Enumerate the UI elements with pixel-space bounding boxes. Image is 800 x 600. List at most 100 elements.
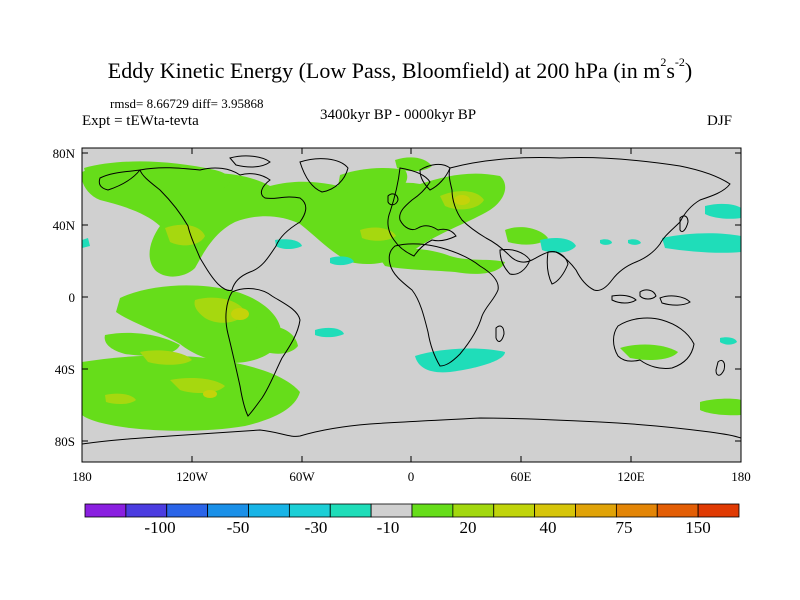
india-coast: [546, 251, 569, 285]
colorbar-box: [370, 503, 413, 518]
mid-atlantic-cyan: [330, 256, 354, 266]
negative-anomaly-regions: [82, 203, 741, 373]
y-tick-labels: 80N 40N 0 40S 80S: [53, 146, 76, 449]
experiment-label: Expt = tEWta-tevta: [82, 113, 199, 129]
colorbar-box: [207, 503, 249, 518]
colorbar-box: [248, 503, 290, 518]
new-guinea-coast: [659, 295, 691, 306]
south-core-1: [140, 350, 192, 365]
title-close-paren: ): [684, 58, 693, 83]
pacific-south-cyan: [720, 337, 737, 345]
anomaly-field: [82, 157, 741, 431]
colorbar-label: -10: [376, 518, 400, 537]
subtropical-south-pacific: [104, 332, 180, 356]
title-superscript-1: 2: [660, 54, 667, 69]
title-text: Eddy Kinetic Energy (Low Pass, Bloomfiel…: [107, 58, 661, 83]
alaska-coast: [98, 169, 142, 191]
colorbar-box: [575, 503, 617, 518]
period-label: 3400kyr BP - 0000kyr BP: [320, 107, 477, 123]
madagascar-coast: [495, 325, 505, 342]
arabia-coast: [499, 249, 531, 275]
y-tick-label: 0: [69, 290, 76, 305]
atlantic-cyan: [275, 239, 302, 249]
peak-regions: [203, 195, 470, 398]
antarctica-coast: [82, 417, 741, 445]
uk-coast: [387, 193, 399, 206]
colorbar-box: [125, 503, 168, 518]
south-atlantic-cyan: [315, 327, 344, 338]
colorbar-box: [84, 503, 127, 518]
australia-coast: [613, 317, 695, 369]
colorbar: [84, 503, 740, 518]
south-america-coast: [225, 288, 301, 417]
colorbar-label: 150: [685, 518, 711, 537]
canada-islands: [229, 155, 271, 168]
title-unit-s: s: [666, 58, 675, 83]
colorbar-label: -50: [226, 518, 250, 537]
y-tick-label: 80S: [55, 434, 75, 449]
mideast-patch: [505, 227, 548, 245]
colorbar-label: 20: [459, 518, 477, 537]
x-tick-label: 0: [408, 469, 415, 484]
south-indian-cyan: [415, 348, 505, 373]
europe-peak: [454, 195, 470, 205]
west-edge-cyan: [82, 238, 90, 248]
japan-coast: [679, 215, 689, 233]
colorbar-box: [615, 503, 658, 518]
pacific-core: [165, 224, 205, 246]
europe-coast: [387, 167, 457, 257]
colorbar-label: -100: [144, 518, 176, 537]
stats-text: rmsd= 8.66729 diff= 3.95868: [110, 96, 264, 111]
x-tick-label: 180: [731, 469, 751, 484]
south-peak: [203, 390, 217, 398]
coastlines: [82, 155, 741, 445]
scandinavia-coast: [419, 163, 451, 191]
positive-anomaly-regions: [82, 157, 741, 431]
north-africa-patch: [375, 248, 505, 274]
x-tick-label: 120E: [617, 469, 645, 484]
colorbar-box: [493, 503, 536, 518]
x-tick-label: 60E: [511, 469, 532, 484]
x-tick-label: 120W: [176, 469, 209, 484]
asia-small-cyan: [600, 239, 612, 245]
indonesia-coast-2: [639, 289, 657, 300]
plot-title: Eddy Kinetic Energy (Low Pass, Bloomfiel…: [0, 54, 800, 84]
colorbar-box: [411, 503, 454, 518]
north-atlantic-arc: [338, 167, 408, 197]
siberia-patch: [395, 157, 432, 172]
pacific-north-west: [705, 203, 741, 219]
asia-jet: [540, 238, 576, 253]
north-pacific-jet: [662, 233, 741, 253]
axis-ticks: [81, 148, 742, 462]
colorbar-label: -30: [304, 518, 328, 537]
indonesia-coast-1: [611, 294, 637, 304]
colorbar-label: 75: [615, 518, 633, 537]
colorbar-box: [288, 503, 331, 518]
australia-patch: [620, 344, 678, 360]
title-superscript-2: -2: [674, 54, 685, 69]
colorbar-box: [329, 503, 372, 518]
atlantic-core: [360, 227, 396, 241]
asia-coast: [448, 156, 731, 291]
africa-coast: [388, 243, 499, 367]
x-tick-labels: 180 120W 60W 0 60E 120E 180: [72, 469, 751, 484]
colorbar-box: [697, 503, 740, 518]
east-asia-cyan: [628, 239, 641, 245]
season-label: DJF: [707, 113, 733, 129]
colorbar-box: [656, 503, 699, 518]
tropical-east-pacific: [116, 285, 281, 363]
tropical-peak: [231, 308, 249, 320]
south-core-3: [105, 393, 136, 405]
north-america-coast: [139, 167, 307, 291]
y-tick-label: 40S: [55, 362, 75, 377]
colorbar-label: 40: [539, 518, 557, 537]
y-tick-label: 40N: [53, 218, 76, 233]
colorbar-box: [534, 503, 576, 518]
new-zealand-coast: [715, 359, 725, 376]
southern-ocean-band: [82, 355, 300, 431]
colorbar-box: [166, 503, 209, 518]
south-atlantic-patch: [255, 326, 298, 354]
south-pacific-east: [700, 398, 741, 416]
x-tick-label: 60W: [289, 469, 315, 484]
